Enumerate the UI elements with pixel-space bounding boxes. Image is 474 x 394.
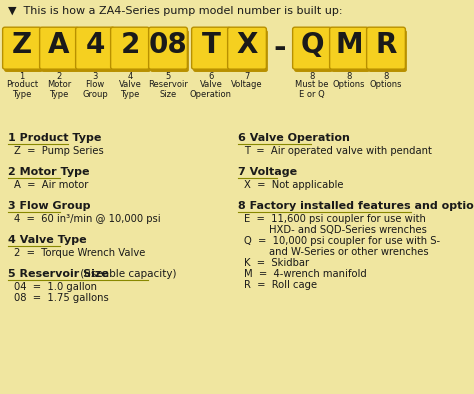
Text: Q: Q bbox=[300, 31, 324, 59]
Text: 3: 3 bbox=[92, 72, 98, 81]
Text: 7 Voltage: 7 Voltage bbox=[238, 167, 297, 177]
Text: Product
Type: Product Type bbox=[6, 80, 38, 99]
Text: -: - bbox=[273, 35, 286, 63]
FancyBboxPatch shape bbox=[191, 27, 230, 69]
FancyBboxPatch shape bbox=[3, 27, 41, 69]
Text: 4: 4 bbox=[85, 31, 105, 59]
Text: 2: 2 bbox=[120, 31, 140, 59]
Text: A: A bbox=[48, 31, 70, 59]
Text: Options: Options bbox=[370, 80, 402, 89]
Text: Valve
Operation: Valve Operation bbox=[190, 80, 232, 99]
Text: 4: 4 bbox=[128, 72, 133, 81]
Text: A  =  Air motor: A = Air motor bbox=[14, 180, 88, 190]
Text: 1 Product Type: 1 Product Type bbox=[8, 133, 101, 143]
Text: Must be
E or Q: Must be E or Q bbox=[295, 80, 329, 99]
Text: 1: 1 bbox=[19, 72, 25, 81]
FancyBboxPatch shape bbox=[366, 27, 405, 69]
Text: R: R bbox=[375, 31, 397, 59]
Text: 8: 8 bbox=[383, 72, 389, 81]
Text: and W-Series or other wrenches: and W-Series or other wrenches bbox=[244, 247, 428, 257]
Text: ▼  This is how a ZA4-Series pump model number is built up:: ▼ This is how a ZA4-Series pump model nu… bbox=[8, 6, 343, 16]
Text: Q  =  10,000 psi coupler for use with S-: Q = 10,000 psi coupler for use with S- bbox=[244, 236, 440, 246]
Text: X  =  Not applicable: X = Not applicable bbox=[244, 180, 344, 190]
FancyBboxPatch shape bbox=[292, 27, 331, 69]
Text: T  =  Air operated valve with pendant: T = Air operated valve with pendant bbox=[244, 146, 432, 156]
FancyBboxPatch shape bbox=[4, 30, 43, 72]
Text: K  =  Skidbar: K = Skidbar bbox=[244, 258, 309, 268]
FancyBboxPatch shape bbox=[229, 30, 268, 72]
Text: 2 Motor Type: 2 Motor Type bbox=[8, 167, 90, 177]
FancyBboxPatch shape bbox=[150, 30, 189, 72]
Text: Motor
Type: Motor Type bbox=[47, 80, 71, 99]
FancyBboxPatch shape bbox=[228, 27, 266, 69]
Text: 5: 5 bbox=[165, 72, 171, 81]
FancyBboxPatch shape bbox=[331, 30, 370, 72]
Text: 7: 7 bbox=[244, 72, 250, 81]
FancyBboxPatch shape bbox=[77, 30, 116, 72]
Text: 4 Valve Type: 4 Valve Type bbox=[8, 235, 87, 245]
Text: M  =  4-wrench manifold: M = 4-wrench manifold bbox=[244, 269, 367, 279]
Text: Reservoir
Size: Reservoir Size bbox=[148, 80, 188, 99]
Text: 08: 08 bbox=[149, 31, 187, 59]
FancyBboxPatch shape bbox=[368, 30, 407, 72]
Text: 2  =  Torque Wrench Valve: 2 = Torque Wrench Valve bbox=[14, 248, 146, 258]
Text: T: T bbox=[201, 31, 220, 59]
FancyBboxPatch shape bbox=[41, 30, 80, 72]
Text: 3 Flow Group: 3 Flow Group bbox=[8, 201, 91, 211]
Text: Voltage: Voltage bbox=[231, 80, 263, 89]
Text: 8 Factory installed features and options: 8 Factory installed features and options bbox=[238, 201, 474, 211]
FancyBboxPatch shape bbox=[76, 27, 114, 69]
Text: Z: Z bbox=[12, 31, 32, 59]
Text: 8: 8 bbox=[310, 72, 315, 81]
FancyBboxPatch shape bbox=[112, 30, 151, 72]
Text: Options: Options bbox=[333, 80, 365, 89]
FancyBboxPatch shape bbox=[40, 27, 78, 69]
FancyBboxPatch shape bbox=[110, 27, 149, 69]
FancyBboxPatch shape bbox=[193, 30, 232, 72]
Text: 8: 8 bbox=[346, 72, 352, 81]
FancyBboxPatch shape bbox=[294, 30, 333, 72]
Text: HXD- and SQD-Series wrenches: HXD- and SQD-Series wrenches bbox=[244, 225, 427, 235]
Text: M: M bbox=[335, 31, 363, 59]
Text: 2: 2 bbox=[56, 72, 62, 81]
Text: (useable capacity): (useable capacity) bbox=[77, 269, 177, 279]
Text: 6 Valve Operation: 6 Valve Operation bbox=[238, 133, 350, 143]
Text: 4  =  60 in³/min @ 10,000 psi: 4 = 60 in³/min @ 10,000 psi bbox=[14, 214, 161, 224]
Text: 04  =  1.0 gallon: 04 = 1.0 gallon bbox=[14, 282, 97, 292]
Text: 5 Reservoir Size: 5 Reservoir Size bbox=[8, 269, 109, 279]
Text: Z  =  Pump Series: Z = Pump Series bbox=[14, 146, 104, 156]
Text: R  =  Roll cage: R = Roll cage bbox=[244, 280, 317, 290]
Text: Valve
Type: Valve Type bbox=[118, 80, 141, 99]
Text: 08  =  1.75 gallons: 08 = 1.75 gallons bbox=[14, 293, 109, 303]
Text: 6: 6 bbox=[208, 72, 214, 81]
Text: Flow
Group: Flow Group bbox=[82, 80, 108, 99]
FancyBboxPatch shape bbox=[329, 27, 368, 69]
FancyBboxPatch shape bbox=[149, 27, 187, 69]
Text: X: X bbox=[237, 31, 258, 59]
Text: E  =  11,600 psi coupler for use with: E = 11,600 psi coupler for use with bbox=[244, 214, 426, 224]
